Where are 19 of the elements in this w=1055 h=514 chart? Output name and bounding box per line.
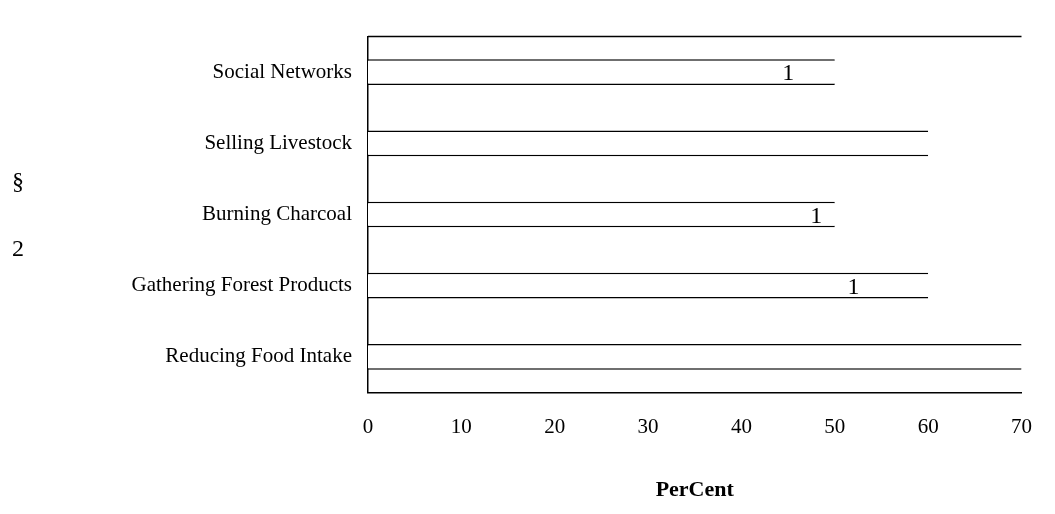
y-tick-label: Social Networks bbox=[212, 58, 352, 83]
x-tick-label: 40 bbox=[730, 413, 752, 438]
y-tick-label: Reducing Food Intake bbox=[165, 343, 352, 368]
text: § bbox=[12, 167, 24, 194]
annotation: 1 bbox=[782, 59, 795, 86]
annotation: 1 bbox=[847, 272, 860, 299]
text: 2 bbox=[12, 235, 24, 262]
y-tick-label: Selling Livestock bbox=[204, 129, 353, 154]
x-tick-label: 0 bbox=[362, 413, 374, 438]
x-tick-label: 70 bbox=[1011, 413, 1032, 438]
x-tick-label: 60 bbox=[917, 413, 939, 438]
y-tick-label: Gathering Forest Products bbox=[131, 272, 352, 297]
x-tick-label: 10 bbox=[450, 413, 472, 438]
x-tick-label: 50 bbox=[824, 413, 846, 438]
y-tick-label: Burning Charcoal bbox=[202, 201, 353, 226]
annotation: 1 bbox=[810, 201, 823, 228]
x-tick-label: 30 bbox=[637, 413, 659, 438]
x-tick-label: 20 bbox=[544, 413, 566, 438]
x-axis-title: PerCent bbox=[655, 476, 735, 502]
